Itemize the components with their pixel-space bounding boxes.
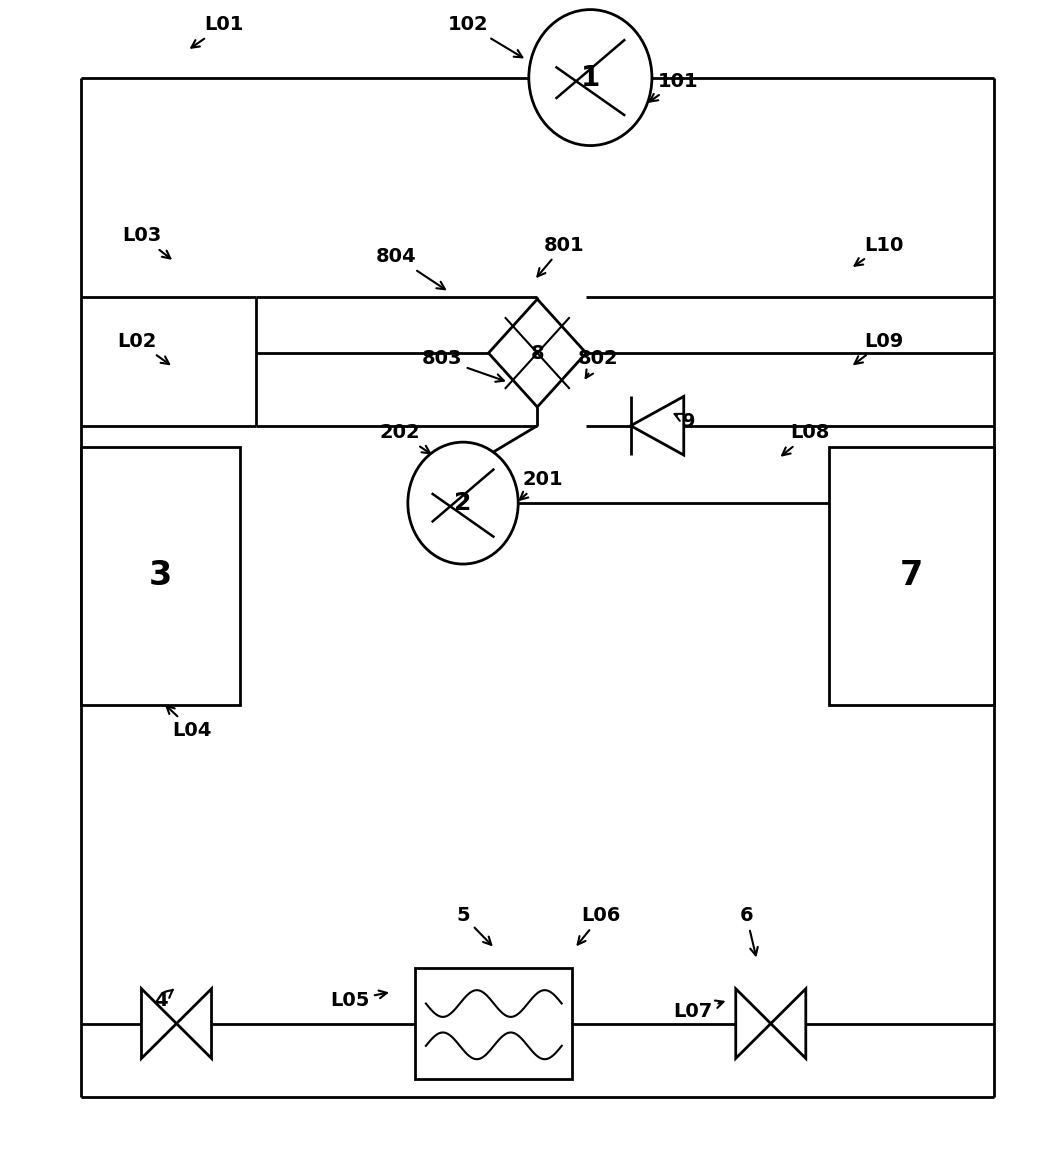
Text: L03: L03 [122,227,170,258]
Text: 3: 3 [149,559,172,592]
Circle shape [408,442,518,564]
Bar [81,446,240,705]
Text: L01: L01 [192,15,244,48]
Text: L06: L06 [578,906,620,945]
Bar [415,968,572,1080]
Polygon shape [177,988,212,1059]
Text: 8: 8 [531,343,544,363]
Text: L10: L10 [854,236,904,266]
Text: 9: 9 [675,411,696,430]
Polygon shape [631,396,684,455]
Text: 6: 6 [739,906,758,955]
Text: 2: 2 [454,491,471,515]
Text: L05: L05 [330,991,387,1009]
Text: 102: 102 [448,15,522,58]
Text: 7: 7 [900,559,922,592]
Text: L02: L02 [117,331,169,364]
Text: L04: L04 [166,706,212,740]
Text: L08: L08 [782,423,830,456]
Bar [829,446,994,705]
Text: 1: 1 [581,63,600,92]
Circle shape [529,9,652,146]
Polygon shape [488,300,586,407]
Polygon shape [770,988,805,1059]
Text: 803: 803 [421,349,504,382]
Text: 101: 101 [650,72,699,101]
Text: 201: 201 [520,470,563,499]
Text: 202: 202 [379,423,430,454]
Polygon shape [142,988,177,1059]
Text: 5: 5 [456,906,492,945]
Text: 4: 4 [154,989,172,1009]
Polygon shape [735,988,770,1059]
Text: 801: 801 [537,236,584,276]
Text: L09: L09 [854,331,904,364]
Text: L07: L07 [674,1001,724,1021]
Text: 804: 804 [376,248,445,289]
Text: 802: 802 [578,349,618,378]
